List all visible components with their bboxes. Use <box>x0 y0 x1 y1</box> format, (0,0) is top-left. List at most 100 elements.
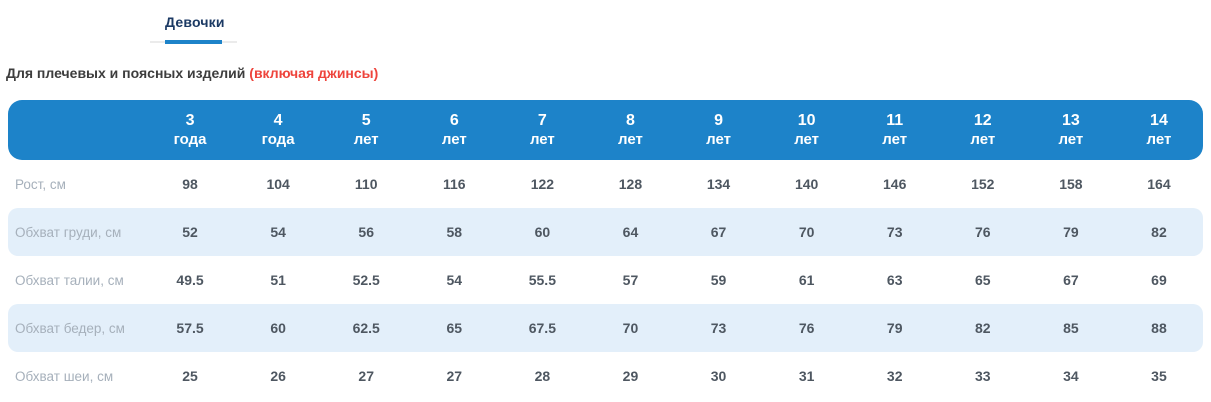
table-cell: 25 <box>182 368 198 384</box>
row-label: Рост, см <box>15 176 66 192</box>
table-cell: 85 <box>1063 320 1079 336</box>
column-age-number: 4 <box>273 111 283 129</box>
table-cell: 152 <box>971 176 995 192</box>
table-cell: 98 <box>182 176 198 192</box>
column-age-number: 7 <box>537 111 547 129</box>
table-cell: 134 <box>706 176 731 192</box>
column-age-number: 10 <box>797 111 816 129</box>
column-header-age-14: 14 лет <box>1115 111 1203 150</box>
table-cell: 67.5 <box>528 320 556 336</box>
table-row: Обхват талии, см 49.5 51 52.5 54 55.5 57 59 61 63… <box>8 256 1203 304</box>
table-cell: 79 <box>886 320 903 336</box>
column-header-age-7: 7 лет <box>498 111 586 150</box>
table-cell: 122 <box>530 176 555 192</box>
table-cell: 88 <box>1151 320 1167 336</box>
column-header-age-11: 11 лет <box>851 111 939 150</box>
table-cell: 28 <box>534 368 551 384</box>
table-cell: 52.5 <box>352 272 380 288</box>
table-cell: 116 <box>442 176 466 192</box>
column-header-age-4: 4 года <box>234 111 322 150</box>
column-age-unit: лет <box>970 130 996 148</box>
table-cell: 67 <box>710 224 727 240</box>
table-cell: 27 <box>358 368 374 384</box>
column-header-age-10: 10 лет <box>763 111 851 150</box>
table-cell: 52 <box>182 224 198 240</box>
column-age-unit: лет <box>353 130 379 148</box>
table-cell: 32 <box>886 368 903 384</box>
column-age-unit: лет <box>882 130 908 148</box>
table-cell: 146 <box>883 176 907 192</box>
column-age-unit: года <box>261 130 295 148</box>
table-cell: 51 <box>270 272 286 288</box>
tab-girls[interactable]: Девочки <box>165 14 225 44</box>
table-cell: 158 <box>1059 176 1083 192</box>
column-age-number: 5 <box>361 111 371 129</box>
table-cell: 60 <box>534 224 551 240</box>
column-age-unit: лет <box>618 130 643 148</box>
table-cell: 67 <box>1063 272 1079 288</box>
table-cell: 54 <box>446 272 463 288</box>
table-cell: 73 <box>886 224 903 240</box>
column-header-age-13: 13 лет <box>1027 111 1115 150</box>
table-cell: 49.5 <box>176 272 204 288</box>
table-cell: 79 <box>1063 224 1079 240</box>
column-age-unit: лет <box>794 130 820 148</box>
table-row: Рост, см 98 104 110 116 122 128 134 140 146 152 158… <box>8 160 1203 208</box>
row-label: Обхват талии, см <box>15 272 124 288</box>
column-age-number: 13 <box>1061 111 1080 129</box>
table-cell: 65 <box>975 272 991 288</box>
table-cell: 62.5 <box>352 320 380 336</box>
caption-highlight: (включая джинсы) <box>249 65 379 81</box>
tabs-bar: Девочки <box>150 0 237 44</box>
table-cell: 31 <box>798 368 815 384</box>
table-row: Обхват бедер, см 57.5 60 62.5 65 67.5 70 73 76 79… <box>8 304 1203 352</box>
table-caption: Для плечевых и поясных изделий (включая … <box>6 65 1211 81</box>
table-cell: 60 <box>270 320 286 336</box>
table-cell: 61 <box>798 272 815 288</box>
table-cell: 82 <box>975 320 991 336</box>
table-cell: 27 <box>446 368 463 384</box>
column-age-number: 11 <box>886 111 904 129</box>
row-label: Обхват бедер, см <box>15 320 125 336</box>
tab-group: Девочки <box>150 14 237 44</box>
column-header-age-6: 6 лет <box>410 111 498 150</box>
column-header-age-5: 5 лет <box>322 111 410 150</box>
table-body: Рост, см 98 104 110 116 122 128 134 140 146 152 158… <box>8 160 1203 400</box>
table-cell: 73 <box>710 320 727 336</box>
row-label: Обхват груди, см <box>15 224 122 240</box>
table-cell: 110 <box>354 176 378 192</box>
column-age-number: 8 <box>626 111 635 129</box>
table-cell: 54 <box>270 224 286 240</box>
column-age-unit: лет <box>706 130 731 148</box>
table-cell: 65 <box>446 320 463 336</box>
column-age-unit: лет <box>441 130 467 148</box>
column-age-number: 3 <box>185 111 195 129</box>
table-cell: 164 <box>1147 176 1171 192</box>
table-cell: 76 <box>975 224 991 240</box>
table-cell: 63 <box>886 272 903 288</box>
table-cell: 69 <box>1151 272 1167 288</box>
caption-text: Для плечевых и поясных изделий <box>6 65 250 81</box>
table-cell: 59 <box>710 272 727 288</box>
table-cell: 64 <box>622 224 639 240</box>
table-cell: 70 <box>622 320 639 336</box>
table-cell: 70 <box>798 224 815 240</box>
table-cell: 29 <box>622 368 639 384</box>
column-age-number: 6 <box>449 111 459 129</box>
table-cell: 30 <box>710 368 727 384</box>
column-age-number: 14 <box>1150 111 1168 129</box>
table-cell: 57 <box>622 272 639 288</box>
table-cell: 57.5 <box>176 320 204 336</box>
table-cell: 104 <box>266 176 290 192</box>
table-cell: 33 <box>975 368 991 384</box>
column-age-unit: лет <box>1146 130 1172 148</box>
column-age-unit: лет <box>1058 130 1084 148</box>
table-cell: 128 <box>618 176 643 192</box>
column-age-number: 12 <box>973 111 992 129</box>
table-cell: 82 <box>1151 224 1167 240</box>
size-table: 3 года 4 года 5 лет 6 лет 7 лет 8 лет 9 лет 10 лет 11 лет… <box>8 100 1203 400</box>
table-cell: 140 <box>794 176 819 192</box>
table-row: Обхват шеи, см 25 26 27 27 28 29 30 31 32 33 34 35 <box>8 352 1203 400</box>
column-age-unit: года <box>173 130 207 148</box>
